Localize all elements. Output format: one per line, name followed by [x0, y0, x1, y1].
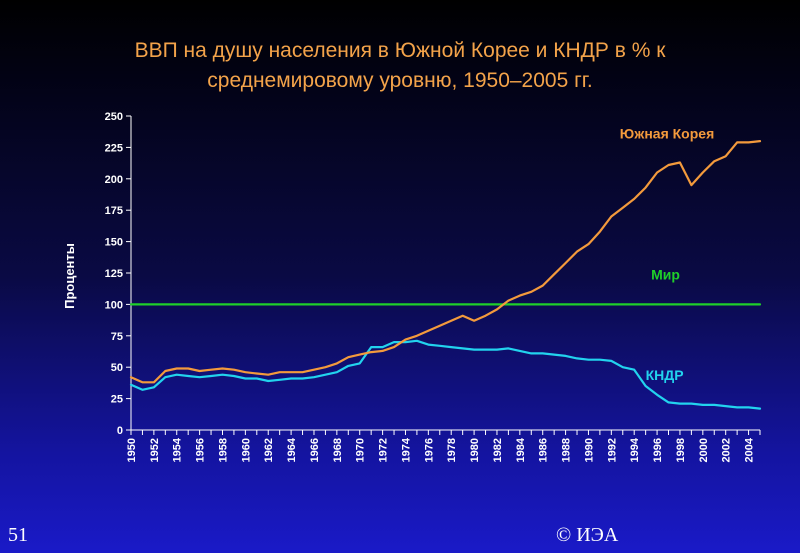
x-tick-label: 2004 [744, 437, 756, 462]
copyright: © ИЭА [556, 524, 619, 546]
x-tick-label: 1972 [378, 438, 390, 462]
x-tick-label: 1958 [217, 438, 229, 462]
series-line-1 [129, 339, 762, 410]
series-label-south-korea: Южная Корея [620, 126, 714, 142]
series-label-north-korea: КНДР [646, 367, 684, 383]
x-tick-label: 1982 [492, 438, 504, 462]
x-tick-label: 1984 [515, 437, 527, 462]
title-line-1: ВВП на душу населения в Южной Корее и КН… [134, 39, 666, 62]
x-tick-label: 1996 [652, 438, 664, 462]
x-tick-label: 1960 [240, 438, 252, 462]
x-tick-label: 1956 [195, 438, 207, 462]
x-tick-label: 1988 [561, 438, 573, 462]
series-labels: Южная Корея Мир КНДР [620, 126, 714, 383]
x-tick-label: 1966 [309, 438, 321, 462]
x-tick-label: 1952 [149, 438, 161, 462]
y-tick-label: 200 [105, 174, 123, 186]
x-tick-label: 1974 [400, 437, 412, 462]
x-tick-label: 1980 [469, 438, 481, 462]
slide-title: ВВП на душу населения в Южной Корее и КН… [40, 36, 760, 96]
y-tick-label: 150 [105, 237, 123, 249]
y-tick-label: 50 [111, 362, 123, 374]
x-tick-label: 1994 [629, 437, 641, 462]
x-tick-label: 1998 [675, 438, 687, 462]
x-tick-label: 1992 [606, 438, 618, 462]
x-tick-label: 1964 [286, 437, 298, 462]
x-tick-label: 1968 [332, 438, 344, 462]
y-tick-label: 25 [111, 394, 123, 406]
y-tick-label: 250 [105, 111, 123, 123]
y-tick-label: 175 [105, 205, 123, 217]
y-tick-label: 225 [105, 142, 123, 154]
y-tick-label: 100 [105, 299, 123, 311]
y-tick-label: 75 [111, 331, 123, 343]
x-tick-label: 1962 [263, 438, 275, 462]
series-lines [129, 140, 762, 410]
y-tick-label: 0 [117, 425, 123, 437]
title-line-2: среднемировому уровню, 1950–2005 гг. [207, 69, 593, 92]
series-line-0 [129, 140, 762, 384]
page-number: 51 [8, 524, 28, 546]
x-axis: 1950 1952 1954 1956 1958 1960 1962 1964 1966 1968… [126, 429, 761, 462]
y-axis: 0 25 50 75 100 125 150 175 200 225 250 [105, 111, 132, 437]
x-tick-label: 1986 [538, 438, 550, 462]
x-tick-label: 1990 [583, 438, 595, 462]
series-label-world: Мир [651, 266, 680, 282]
x-tick-label: 2000 [698, 438, 710, 462]
x-tick-label: 1976 [423, 438, 435, 462]
y-tick-label: 125 [105, 268, 123, 280]
x-tick-label: 1970 [355, 438, 367, 462]
x-tick-label: 1954 [172, 437, 184, 462]
x-tick-label: 1978 [446, 438, 458, 462]
x-tick-label: 2002 [721, 438, 733, 462]
y-axis-label: Проценты [62, 243, 77, 309]
x-tick-label: 1950 [126, 438, 138, 462]
